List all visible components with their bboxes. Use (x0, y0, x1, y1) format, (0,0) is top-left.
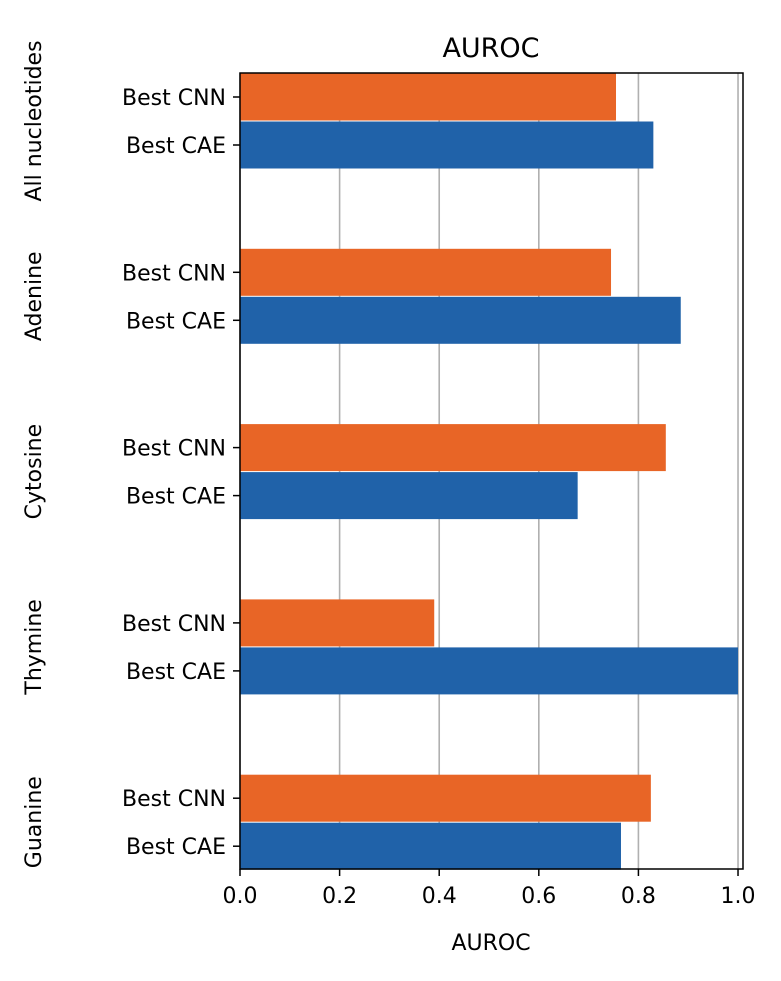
bar-best-cae (240, 647, 739, 695)
y-tick-label: Best CAE (126, 835, 226, 860)
group-label: Thymine (22, 599, 47, 695)
bar-best-cnn (240, 424, 666, 472)
axis-layer: 0.0 0.2 0.4 0.6 0.8 1.0 Best CNN Best CAE All nu… (22, 40, 756, 909)
y-tick-label: Best CAE (126, 134, 226, 159)
bar-best-cae (240, 822, 621, 870)
bar-layer (240, 73, 739, 870)
bar-best-cnn (240, 73, 617, 121)
group-label: Adenine (22, 251, 47, 341)
group-label: Guanine (22, 776, 47, 868)
x-axis-label: AUROC (451, 931, 530, 956)
y-tick-label: Best CNN (122, 437, 226, 462)
y-tick-label: Best CAE (126, 309, 226, 334)
bar-best-cnn (240, 599, 435, 647)
x-tick-label: 1.0 (721, 884, 756, 909)
bar-best-cnn (240, 248, 612, 296)
bar-best-cnn (240, 774, 651, 822)
group-label: Cytosine (22, 424, 47, 520)
y-tick-label: Best CNN (122, 787, 226, 812)
x-tick-label: 0.0 (223, 884, 258, 909)
group-label: All nucleotides (22, 40, 47, 201)
x-tick-label: 0.6 (521, 884, 556, 909)
x-tick-label: 0.2 (322, 884, 357, 909)
plot-frame (239, 72, 744, 870)
x-tick-label: 0.4 (422, 884, 457, 909)
y-tick-label: Best CAE (126, 660, 226, 685)
y-tick-label: Best CNN (122, 612, 226, 637)
bar-best-cae (240, 121, 654, 169)
bar-best-cae (240, 296, 681, 344)
bar-best-cae (240, 472, 578, 520)
y-tick-label: Best CNN (122, 261, 226, 286)
x-tick-label: 0.8 (621, 884, 656, 909)
y-tick-label: Best CNN (122, 86, 226, 111)
chart-title: AUROC (442, 33, 539, 64)
y-tick-label: Best CAE (126, 485, 226, 510)
